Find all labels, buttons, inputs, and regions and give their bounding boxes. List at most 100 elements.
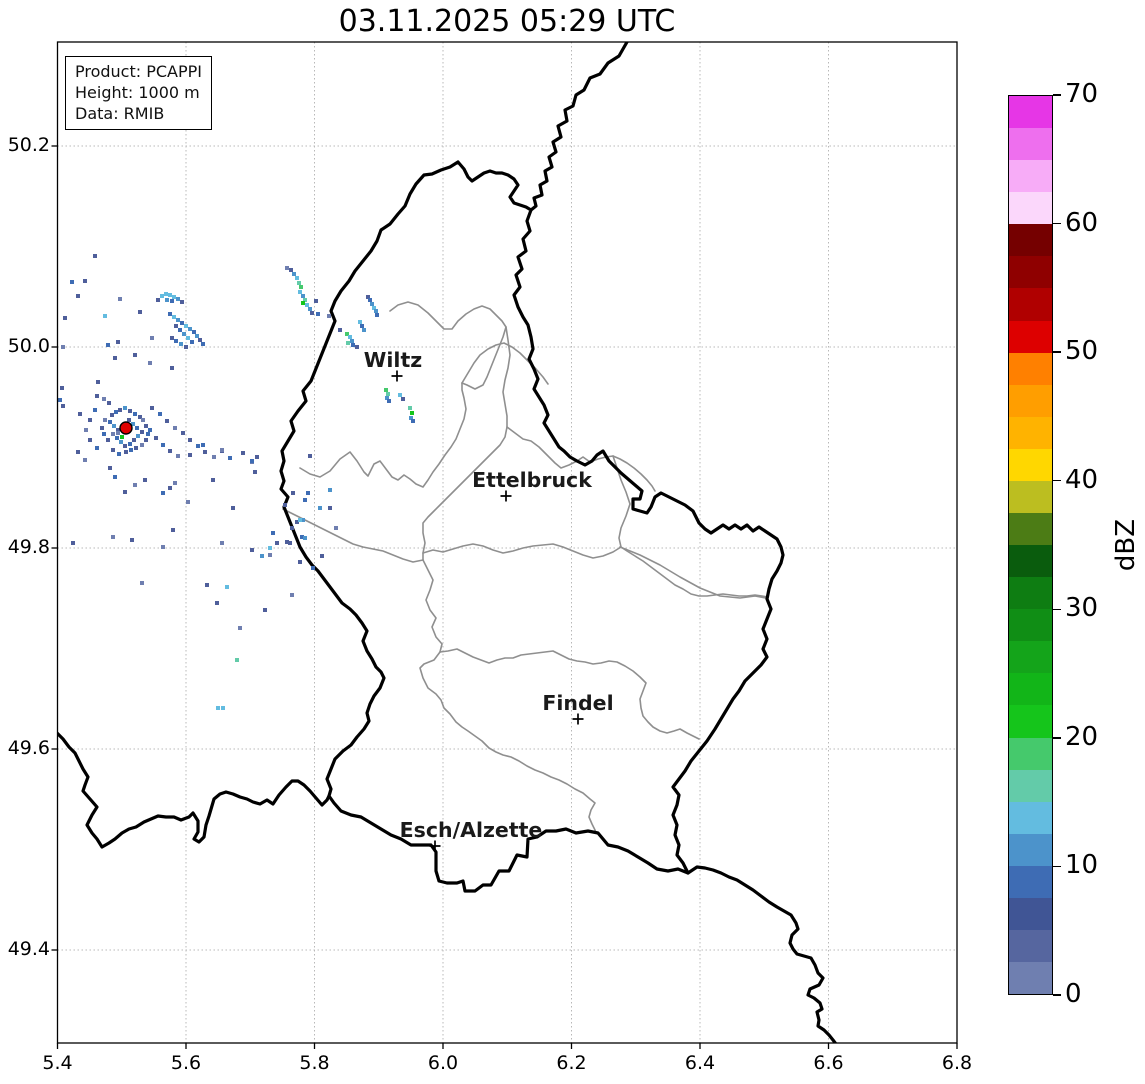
colorbar-segment (1009, 641, 1052, 674)
x-tick-label: 6.8 (941, 1052, 973, 1074)
radar-echo-pixel (328, 506, 332, 510)
canton-border (422, 543, 622, 559)
radar-echo-pixel (190, 340, 194, 344)
radar-echo-pixel (196, 444, 200, 448)
colorbar-segment (1009, 352, 1052, 385)
radar-echo-pixel (295, 520, 299, 524)
radar-echo-pixel (127, 418, 131, 422)
x-tick-label: 5.4 (42, 1052, 73, 1074)
radar-echo-pixel (168, 486, 172, 490)
colorbar-tick-mark (1053, 94, 1061, 96)
colorbar-segment (1009, 577, 1052, 610)
radar-echo-pixel (93, 408, 97, 412)
canton-border (439, 648, 700, 740)
radar-echo-pixel (156, 298, 160, 302)
radar-echo-pixel (170, 299, 174, 303)
radar-echo-pixel (161, 491, 165, 495)
colorbar-segment (1009, 448, 1052, 481)
radar-echo-pixel (116, 428, 120, 432)
radar-echo-pixel (203, 450, 207, 454)
radar-echo-pixel (184, 345, 188, 349)
radar-echo-pixel (303, 298, 307, 302)
radar-echo-pixel (295, 276, 299, 280)
colorbar-segment (1009, 962, 1052, 995)
radar-echo-pixel (374, 309, 378, 313)
radar-echo-pixel (135, 426, 139, 430)
radar-echo-pixel (102, 432, 106, 436)
canton-borders (282, 301, 769, 834)
radar-echo-pixel (235, 658, 239, 662)
colorbar-tick-label: 60 (1065, 207, 1099, 238)
colorbar-segment (1009, 128, 1052, 161)
radar-echo-pixel (301, 301, 305, 305)
radar-echo-pixel (186, 336, 190, 340)
radar-echo-pixel (318, 506, 322, 510)
colorbar-segment (1009, 320, 1052, 353)
radar-echo-pixel (188, 327, 192, 331)
radar-echo-pixel (133, 353, 137, 357)
national-border (686, 865, 838, 1043)
national-borders (57, 42, 838, 1043)
radar-echo-pixel (328, 488, 332, 492)
radar-echo-pixel (116, 431, 120, 435)
radar-echo-pixel (133, 483, 137, 487)
y-tick-label: 49.4 (7, 938, 50, 960)
city-label: Ettelbruck (472, 468, 593, 492)
colorbar-tick-label: 70 (1065, 79, 1099, 109)
radar-echo-pixel (212, 455, 216, 459)
radar-echo-pixel (116, 340, 120, 344)
radar-echo-pixel (308, 307, 312, 311)
city-marker (391, 370, 403, 382)
radar-echo-pixel (180, 300, 184, 304)
radar-echo-pixel (263, 608, 267, 612)
radar-echo-pixel (285, 540, 289, 544)
radar-echo-pixel (215, 601, 219, 605)
radar-echo-pixel (250, 459, 254, 463)
radar-echo-pixel (216, 706, 220, 710)
radar-echo-pixel (386, 392, 390, 396)
national-border (279, 160, 785, 893)
radar-echo-pixel (198, 338, 202, 342)
radar-echo-pixel (108, 466, 112, 470)
radar-echo-pixel (211, 478, 215, 482)
radar-echo-pixel (179, 342, 183, 346)
colorbar-segment (1009, 256, 1052, 289)
radar-echo-pixel (130, 538, 134, 542)
radar-echo-pixel (165, 298, 169, 302)
radar-echo-pixel (148, 361, 152, 365)
radar-echo-pixel (176, 454, 180, 458)
plot-border (56, 41, 958, 1044)
radar-echo-pixel (188, 453, 192, 457)
radar-echo-pixel (128, 409, 132, 413)
radar-echo-pixel (154, 436, 158, 440)
radar-echo-pixel (410, 411, 414, 415)
radar-echo-pixel (134, 446, 138, 450)
radar-echo-pixel (113, 475, 117, 479)
radar-echo-pixel (123, 490, 127, 494)
city-label: Wiltz (364, 348, 422, 372)
radar-echo-pixel (132, 438, 136, 442)
radar-echo-pixel (120, 435, 124, 439)
radar-echo-pixel (93, 254, 97, 258)
radar-echo-pixel (182, 332, 186, 336)
colorbar-segment (1009, 480, 1052, 514)
y-tick-label: 49.6 (7, 737, 50, 759)
radar-echo-pixel (358, 320, 362, 324)
canton-border (389, 301, 507, 390)
radar-site-dot (119, 421, 133, 435)
radar-echo-pixel (111, 448, 115, 452)
radar-echo-pixel (192, 330, 196, 334)
radar-echo-pixel (88, 418, 92, 422)
radar-echo-pixel (180, 321, 184, 325)
canton-border (612, 455, 769, 598)
colorbar-unit-label: dBZ (1111, 518, 1141, 572)
colorbar-segment (1009, 769, 1052, 802)
city-marker (500, 490, 512, 502)
radar-echo-pixel (88, 438, 92, 442)
radar-echo-pixel (168, 293, 172, 297)
radar-echo-pixel (305, 303, 309, 307)
radar-echo-pixel (316, 312, 320, 316)
radar-echo-pixel (170, 366, 174, 370)
radar-echo-pixel (173, 426, 177, 430)
radar-echo-pixel (375, 313, 379, 317)
